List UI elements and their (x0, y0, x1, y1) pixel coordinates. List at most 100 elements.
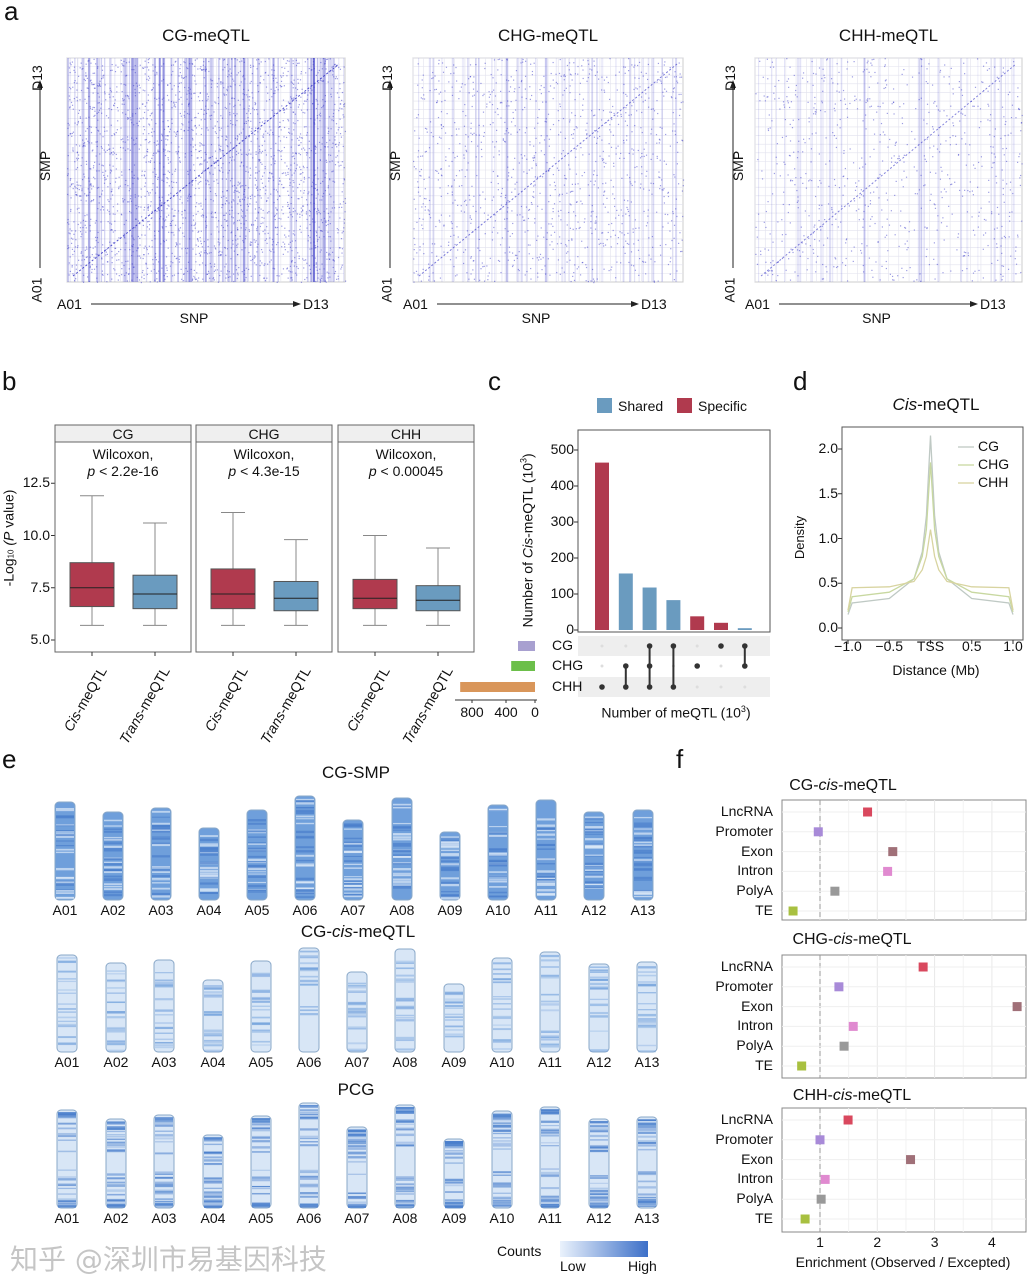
meqtl-point (244, 247, 246, 249)
meqtl-point (253, 262, 256, 264)
meqtl-point (1005, 120, 1007, 123)
density-stripe (104, 858, 122, 861)
meqtl-point (280, 218, 282, 220)
meqtl-point (134, 65, 136, 67)
meqtl-point (116, 210, 119, 212)
meqtl-point (469, 64, 472, 66)
meqtl-point (147, 208, 149, 210)
meqtl-point (421, 79, 423, 81)
meqtl-point (259, 150, 261, 153)
meqtl-point (428, 176, 430, 178)
meqtl-point (803, 235, 805, 237)
meqtl-point (285, 62, 287, 64)
meqtl-point (538, 108, 540, 111)
meqtl-point (622, 92, 625, 94)
meqtl-point (663, 95, 665, 97)
meqtl-point (75, 239, 77, 241)
meqtl-point (832, 82, 834, 84)
meqtl-point (763, 221, 765, 223)
meqtl-point (518, 86, 520, 89)
meqtl-point (152, 152, 155, 154)
meqtl-point (218, 231, 220, 233)
meqtl-point (180, 115, 182, 117)
meqtl-point (960, 112, 962, 114)
meqtl-point (292, 83, 295, 85)
meqtl-point (261, 182, 264, 184)
meqtl-point (489, 123, 492, 126)
meqtl-point (261, 144, 263, 147)
meqtl-point (242, 210, 244, 212)
snp-streak (799, 58, 802, 282)
meqtl-point (440, 174, 443, 176)
meqtl-point (185, 267, 187, 270)
snp-streak (328, 58, 330, 282)
snp-streak (272, 58, 275, 282)
meqtl-point (330, 96, 333, 98)
meqtl-point (98, 196, 101, 198)
meqtl-point (486, 103, 488, 105)
meqtl-point (271, 244, 274, 246)
meqtl-point (68, 67, 70, 69)
meqtl-point (272, 179, 275, 181)
meqtl-point (245, 235, 247, 237)
meqtl-point (540, 85, 542, 87)
box (273, 580, 319, 612)
meqtl-point (334, 78, 337, 80)
meqtl-point (817, 255, 819, 258)
meqtl-point (638, 77, 640, 80)
meqtl-point (206, 127, 208, 129)
meqtl-point (100, 209, 102, 211)
snp-streak (104, 58, 106, 282)
meqtl-point (958, 80, 960, 83)
meqtl-point (292, 190, 294, 192)
meqtl-point (559, 236, 561, 238)
meqtl-point (641, 152, 643, 155)
meqtl-point (85, 75, 87, 77)
meqtl-point (149, 192, 151, 194)
meqtl-point (265, 86, 268, 88)
meqtl-point (113, 152, 116, 154)
meqtl-point (187, 67, 189, 70)
meqtl-point (906, 84, 908, 86)
meqtl-point (616, 89, 618, 91)
meqtl-point (499, 102, 501, 104)
meqtl-point (298, 62, 300, 64)
meqtl-point (137, 255, 139, 257)
meqtl-point (170, 192, 172, 194)
meqtl-point (299, 133, 302, 135)
meqtl-point (414, 208, 417, 210)
meqtl-point (229, 114, 231, 116)
meqtl-point (413, 166, 415, 168)
snp-streak (294, 58, 296, 282)
meqtl-point (234, 137, 236, 140)
meqtl-point (311, 194, 313, 196)
meqtl-point (220, 83, 222, 85)
meqtl-point (178, 258, 180, 260)
meqtl-point (598, 109, 600, 111)
box (69, 562, 115, 608)
meqtl-point (620, 262, 622, 264)
meqtl-point (572, 137, 574, 140)
meqtl-point (149, 115, 151, 117)
meqtl-point (85, 74, 87, 77)
meqtl-point (576, 127, 578, 129)
meqtl-point (199, 163, 201, 165)
meqtl-point (610, 246, 612, 248)
meqtl-point (317, 72, 319, 74)
meqtl-point (814, 224, 816, 226)
meqtl-point (306, 134, 308, 136)
meqtl-point (282, 187, 284, 189)
snp-streak (321, 58, 324, 282)
snp-streak (242, 58, 244, 282)
meqtl-point (460, 86, 463, 88)
meqtl-point (288, 128, 290, 130)
meqtl-point (269, 172, 271, 174)
meqtl-point (84, 145, 86, 147)
meqtl-point (305, 100, 307, 102)
meqtl-point (296, 274, 298, 276)
meqtl-point (295, 272, 297, 274)
meqtl-point (194, 222, 197, 224)
meqtl-point (901, 267, 903, 269)
meqtl-point (590, 211, 593, 213)
meqtl-point (502, 138, 504, 140)
